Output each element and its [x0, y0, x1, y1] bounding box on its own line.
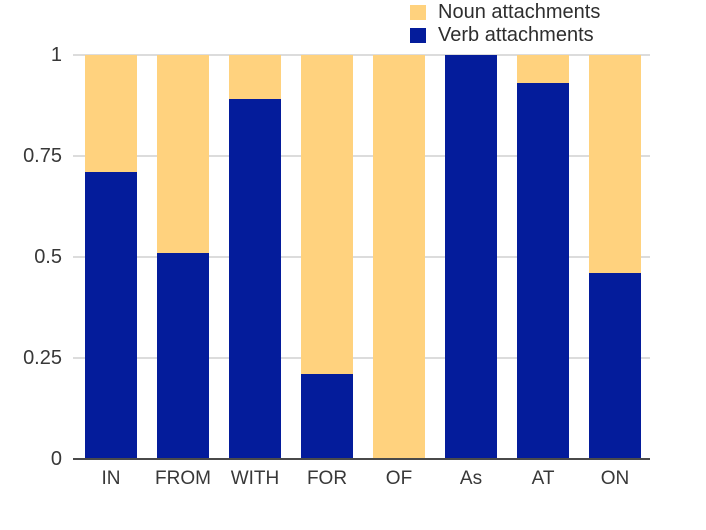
x-tick-label-from: FROM	[155, 468, 211, 489]
bar-at-verb-segment	[517, 83, 569, 459]
legend-label-verb: Verb attachments	[438, 24, 594, 46]
x-tick-label-as: As	[459, 468, 483, 489]
gridline-1	[73, 54, 650, 56]
x-tick-label-in: IN	[101, 468, 121, 489]
y-tick-label: 0.25	[23, 347, 62, 369]
x-tick-label-for: FOR	[306, 468, 348, 489]
bar-from-verb-segment	[157, 252, 209, 459]
bar-at	[517, 55, 569, 459]
bar-on-verb-segment	[589, 273, 641, 459]
bar-in-verb-segment	[85, 172, 137, 459]
bar-of	[373, 55, 425, 459]
gridline-0.5	[73, 256, 650, 258]
verb-swatch-icon	[410, 28, 426, 43]
bar-for-verb-segment	[301, 374, 353, 459]
legend-item-noun: Noun attachments	[410, 1, 600, 24]
plot-area	[73, 54, 650, 460]
legend-item-verb: Verb attachments	[410, 24, 600, 47]
bar-as	[445, 55, 497, 459]
bar-on	[589, 55, 641, 459]
bar-as-verb-segment	[445, 55, 497, 459]
x-axis-labels: IN FROM WITH FOR OF As AT ON	[73, 468, 662, 490]
bar-in	[85, 55, 137, 459]
gridline-0.25	[73, 357, 650, 359]
x-tick-label-of: OF	[385, 468, 413, 489]
bar-with-verb-segment	[229, 99, 281, 459]
bar-for	[301, 55, 353, 459]
bar-with	[229, 55, 281, 459]
y-tick-label: 1	[50, 44, 62, 66]
x-tick-label-at: AT	[531, 468, 555, 489]
legend-label-noun: Noun attachments	[438, 1, 601, 23]
y-axis-labels: 0 0.25 0.5 0.75 1	[0, 44, 62, 470]
y-tick-label: 0.75	[23, 145, 62, 167]
y-tick-label: 0	[50, 448, 62, 470]
x-axis-line	[73, 458, 650, 460]
noun-swatch-icon	[410, 5, 426, 20]
x-tick-label-with: WITH	[230, 468, 280, 489]
bar-from	[157, 55, 209, 459]
x-tick-label-on: ON	[600, 468, 630, 489]
gridline-0.75	[73, 155, 650, 157]
y-tick-label: 0.5	[34, 246, 62, 268]
bars	[73, 55, 650, 459]
legend: Noun attachments Verb attachments	[410, 1, 600, 47]
